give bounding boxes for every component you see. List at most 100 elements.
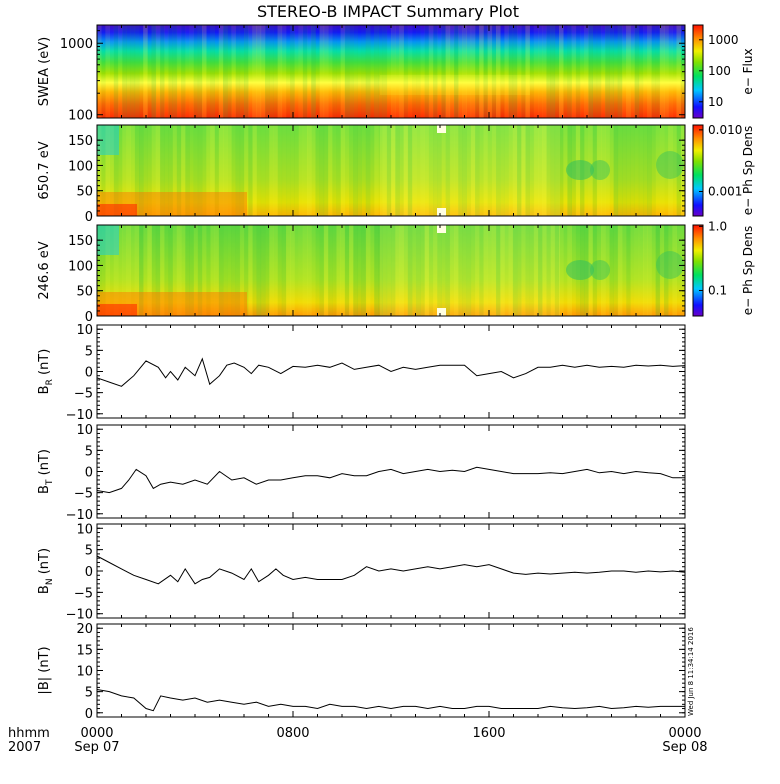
heatmap-cell [227,125,232,216]
heatmap-cell [378,125,383,216]
heatmap-cell [395,125,400,216]
heatmap-cell [168,125,173,216]
heatmap-cool-region [97,225,119,255]
heatmap-cell [445,225,451,316]
heatmap-cell [403,225,409,316]
heatmap-cell [281,125,287,216]
heatmap-cell [559,225,564,316]
colorbar-label: e− Flux [741,48,755,94]
heatmap-cell [202,125,207,216]
y-tick-label: 5 [85,686,93,701]
heatmap-cell [399,225,404,316]
data-gap [437,208,446,216]
heatmap-blob [656,251,684,279]
heatmap-cell [151,125,157,216]
heatmap-cell [277,225,283,316]
heatmap-cell [323,25,329,118]
heatmap-cell [550,25,556,118]
time-tick-label: 1600 [472,726,505,741]
heatmap-cell [281,25,287,118]
heatmap-cell [395,25,400,118]
heatmap-cell [475,25,480,118]
heatmap-cell [298,25,304,118]
heatmap-cell [155,125,161,216]
heatmap-cell [567,25,572,118]
heatmap-cell [336,25,341,118]
y-tick-label: −5 [74,487,93,502]
y-tick-label: −10 [66,408,93,423]
heatmap-cell [655,125,661,216]
heatmap-cell [504,225,509,316]
heatmap-cell [433,225,438,316]
heatmap-cell [483,25,488,118]
heatmap-cell [462,25,467,118]
heatmap-cell [420,25,425,118]
heatmap-cell [651,225,656,316]
heatmap-cell [239,225,245,316]
y-tick-label: 150 [68,134,93,149]
heatmap-cell [529,225,535,316]
heatmap-cell [290,225,295,316]
y-tick-label: 10 [76,423,93,438]
heatmap-cell [265,25,270,118]
heatmap-cell [248,25,253,118]
heatmap-cell [550,125,556,216]
heatmap-cell [294,25,299,118]
heatmap-cell [496,225,501,316]
heatmap-cell [605,225,610,316]
heatmap-cell [189,225,194,316]
heatmap-cell [101,25,106,118]
y-axis-label: |B| (nT) [37,646,52,694]
heatmap-cell [668,125,673,216]
heatmap-hot-region [97,304,137,316]
heatmap-cell [651,125,656,216]
heatmap-cell [189,25,194,118]
heatmap-cell [361,225,367,316]
heatmap-cell [676,225,682,316]
heatmap-cell [223,25,228,118]
heatmap-cell [260,25,266,118]
heatmap-cell [664,225,669,316]
y-tick-label: −5 [74,586,93,601]
heatmap-cell [218,25,224,118]
heatmap-cell [193,25,199,118]
heatmap-cell [206,225,211,316]
heatmap-cell [559,25,564,118]
heatmap-cell [160,125,165,216]
heatmap-cell [500,225,505,316]
heatmap-cell [601,225,606,316]
heatmap-cell [118,225,123,316]
heatmap-cell [554,125,560,216]
heatmap-cell [529,25,535,118]
heatmap-cell [277,25,283,118]
heatmap-cell [311,125,316,216]
heatmap-cell [554,25,560,118]
heatmap-cell [118,125,123,216]
heatmap-cell [332,225,337,316]
heatmap-cell [584,25,589,118]
heatmap-cell [487,125,493,216]
heatmap-cell [626,225,631,316]
panel-5: −10 −5 0 5 10 BT (nT) [37,423,686,523]
y-tick-label: 100 [68,109,93,124]
heatmap-cell [487,25,493,118]
heatmap-cell [668,25,673,118]
heatmap-cell [227,225,232,316]
heatmap-cell [109,125,115,216]
heatmap-cell [223,125,228,216]
hhmm-label: hhmm [8,726,50,741]
heatmap-cell [407,25,413,118]
heatmap-cell [391,25,396,118]
heatmap-cell [386,25,392,118]
heatmap-cell [496,125,501,216]
heatmap-cell [357,125,362,216]
heatmap-cell [508,125,514,216]
heatmap-cell [231,225,236,316]
heatmap-cell [424,225,430,316]
heatmap-cell [328,25,333,118]
heatmap-cell [391,125,396,216]
heatmap-cell [248,125,253,216]
heatmap-cell [449,225,455,316]
heatmap-cell [214,125,220,216]
